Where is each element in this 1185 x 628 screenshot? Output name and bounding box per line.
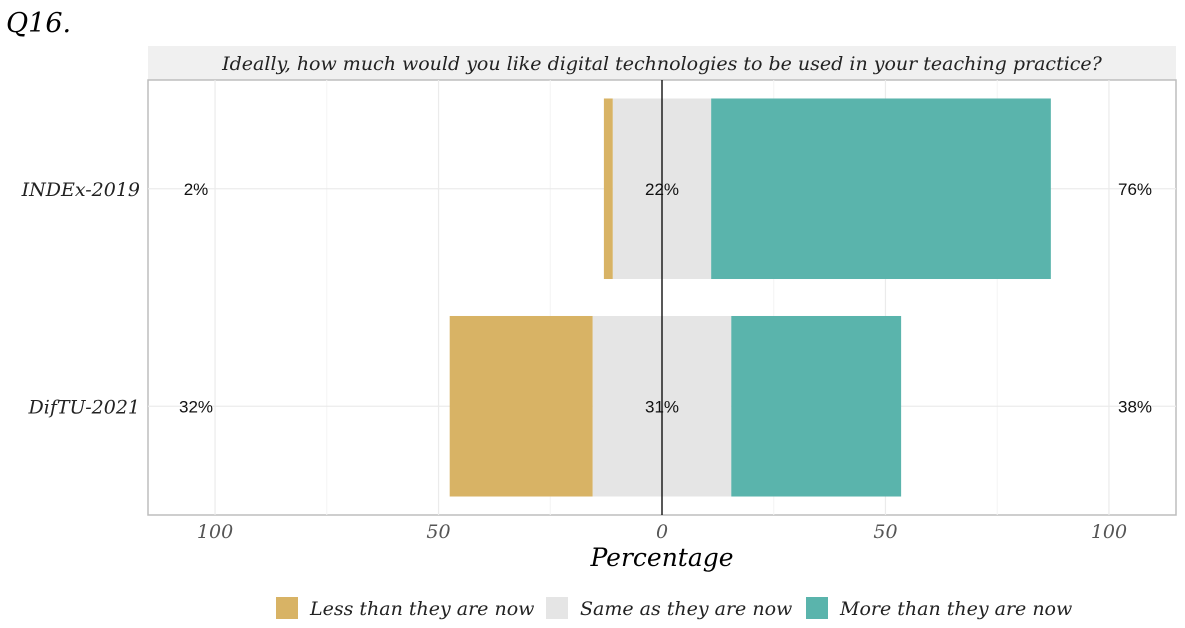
x-tick-label: 100: [197, 521, 233, 543]
bar-segment: [711, 98, 1051, 280]
x-tick-label: 100: [1091, 521, 1127, 543]
legend: Less than they are now Same as they are n…: [276, 597, 1072, 620]
legend-label: Less than they are now: [309, 598, 534, 620]
bar-segment: [603, 98, 613, 280]
legend-swatch: [806, 597, 828, 619]
question-id: Q16.: [6, 8, 71, 39]
title-strip: [148, 46, 1176, 80]
legend-swatch: [276, 597, 298, 619]
x-axis-title: Percentage: [589, 543, 733, 572]
value-label: 31%: [645, 397, 679, 416]
y-tick-label: DifTU-2021: [28, 396, 140, 418]
bar-segment: [731, 315, 902, 497]
value-label: 22%: [645, 180, 679, 199]
value-label: 2%: [184, 180, 209, 199]
value-label: 76%: [1118, 180, 1152, 199]
y-axis: INDEx-2019 DifTU-2021: [21, 179, 140, 419]
y-tick-label: INDEx-2019: [21, 179, 140, 201]
legend-label: Same as they are now: [580, 598, 792, 620]
value-label: 32%: [179, 397, 213, 416]
x-tick-label: 50: [873, 521, 897, 543]
x-axis: 100 50 0 50 100: [197, 521, 1127, 543]
chart-title: Ideally, how much would you like digital…: [221, 53, 1103, 75]
value-label: 38%: [1118, 397, 1152, 416]
value-labels: 2% 22% 76% 32% 31% 38%: [179, 180, 1152, 417]
x-tick-label: 50: [426, 521, 450, 543]
x-tick-label: 0: [656, 521, 668, 543]
legend-swatch: [546, 597, 568, 619]
legend-label: More than they are now: [839, 598, 1072, 620]
bar-segment: [449, 315, 593, 497]
